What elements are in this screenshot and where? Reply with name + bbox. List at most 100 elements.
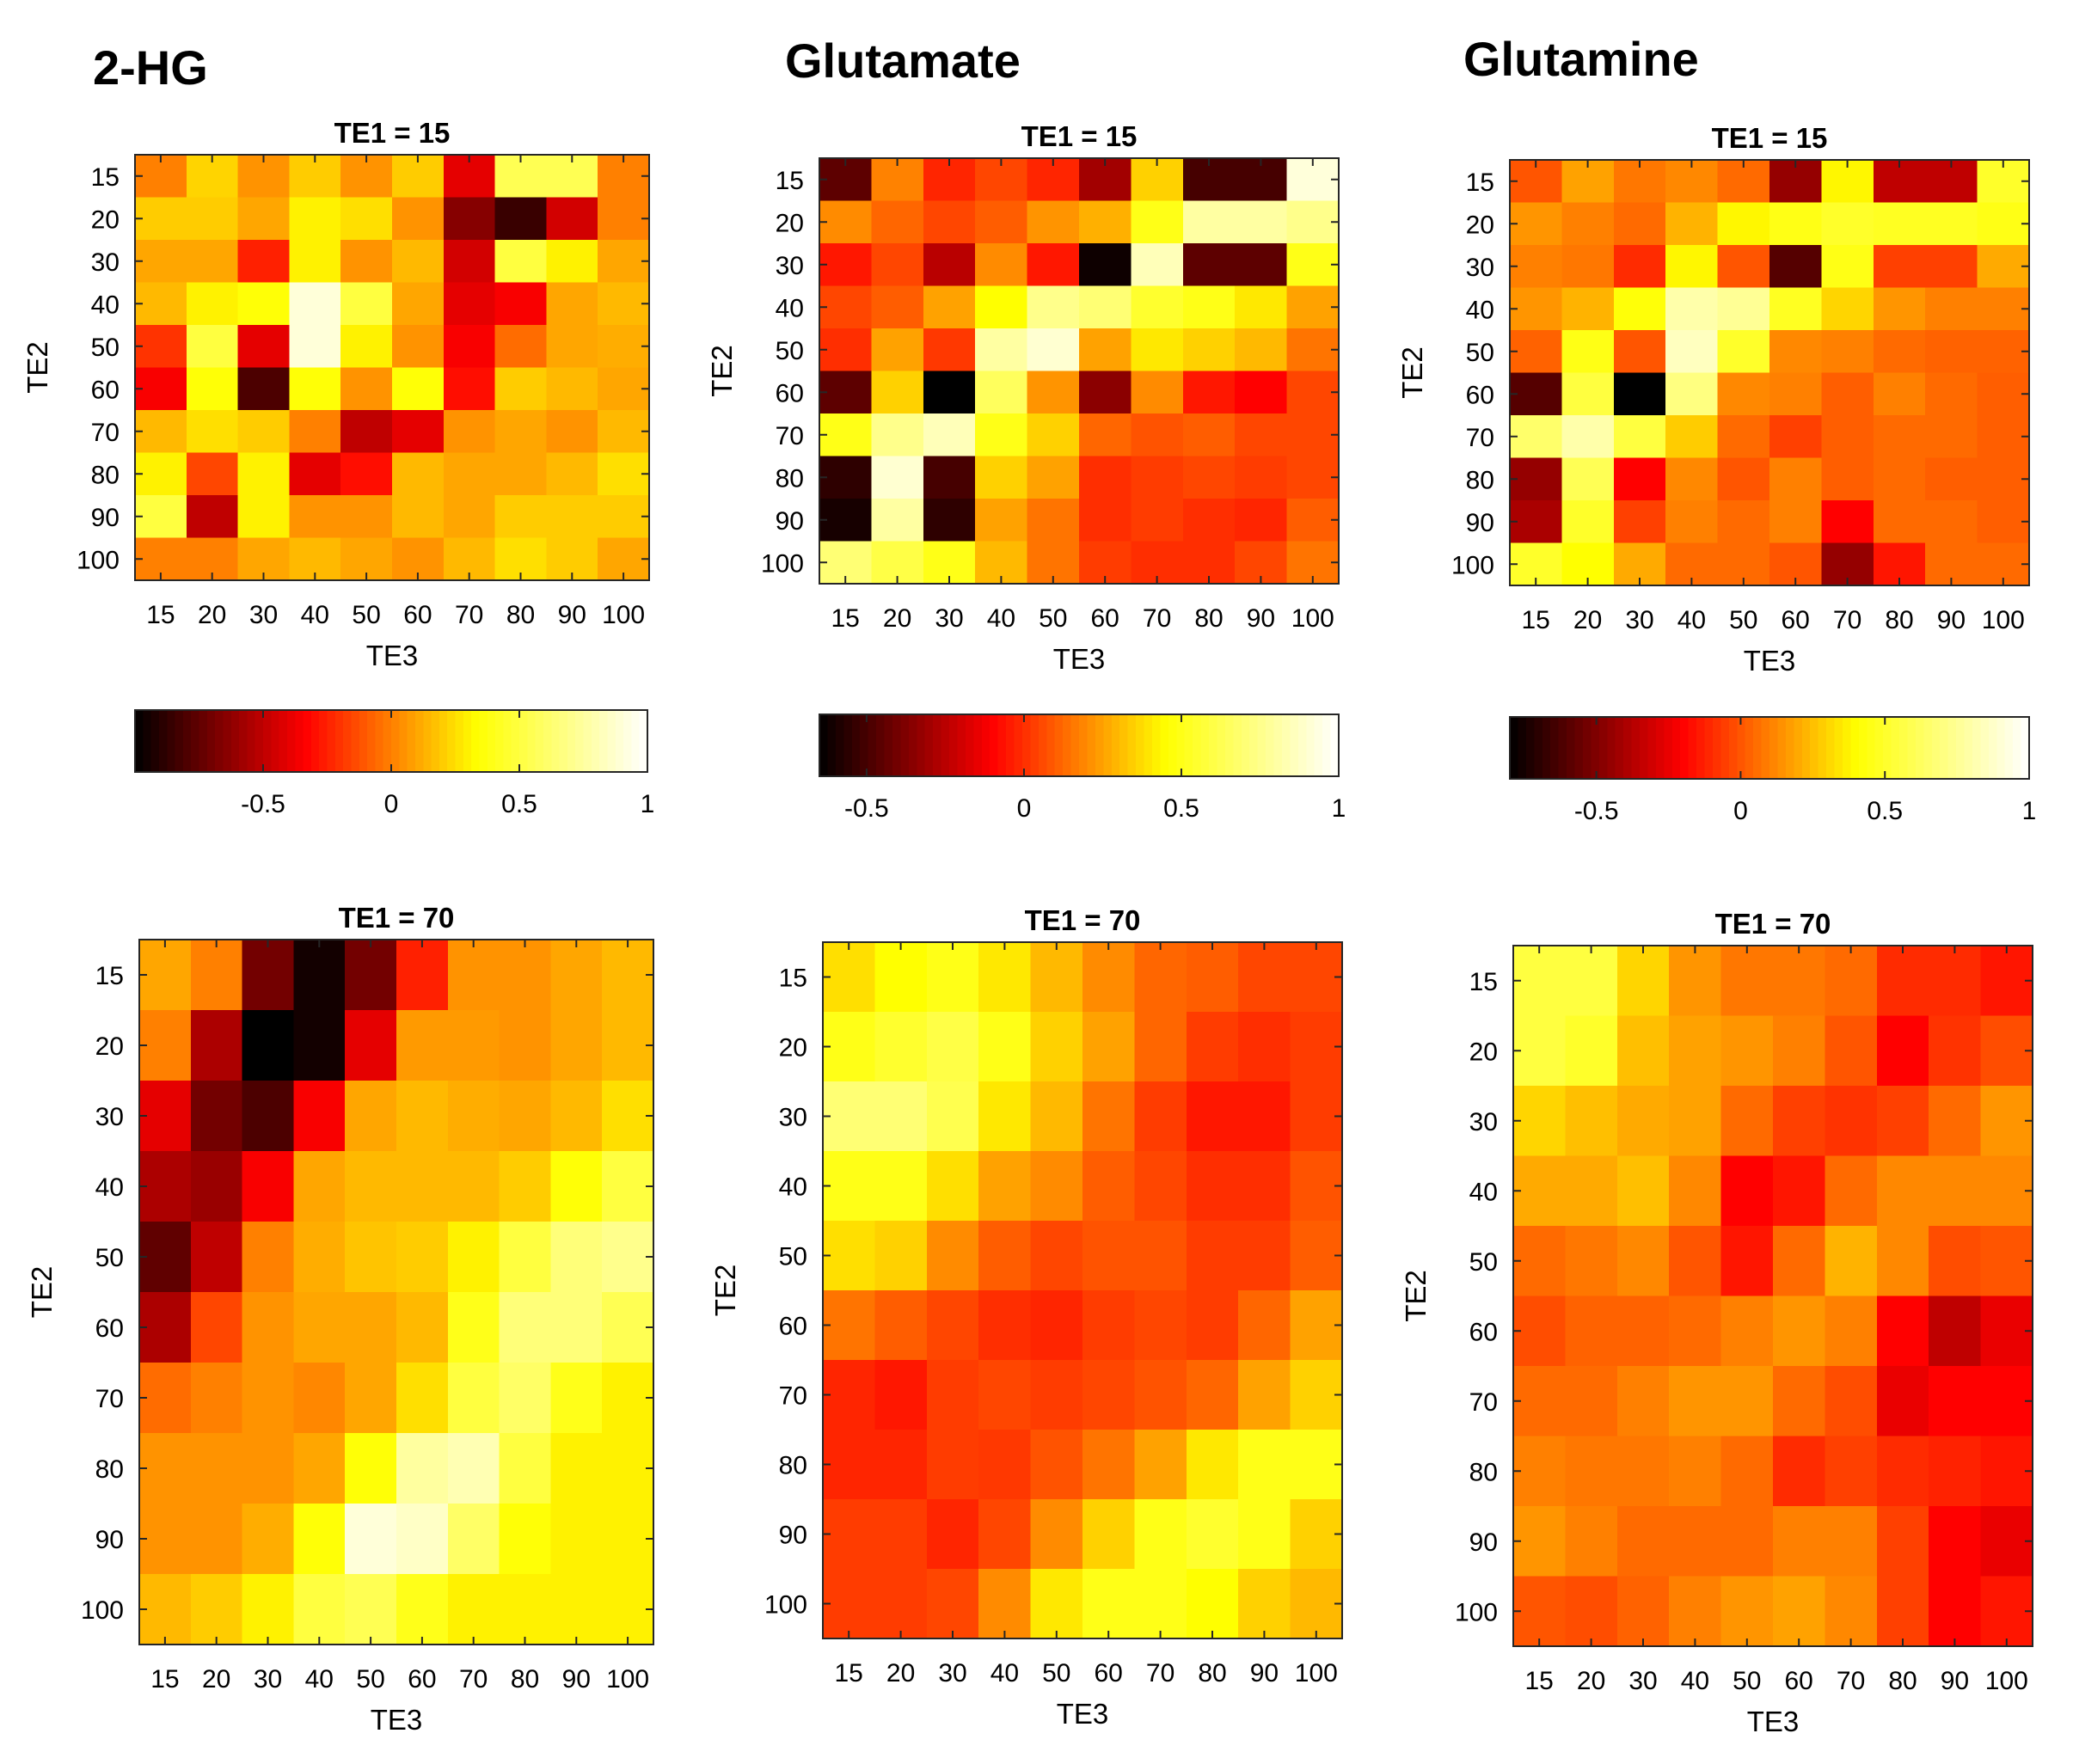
y-tick-label: 90 — [779, 1522, 807, 1550]
heatmap-cell — [1825, 1576, 1878, 1647]
heatmap-cell — [1235, 200, 1288, 244]
heatmap-cell — [1186, 1012, 1239, 1082]
colorbar-swatch — [1598, 717, 1608, 779]
colorbar-swatch — [1867, 717, 1876, 779]
colorbar-swatch — [843, 714, 853, 776]
y-tick-label: 70 — [1466, 424, 1494, 452]
heatmap-cell — [1561, 457, 1615, 501]
heatmap-cell — [1565, 1295, 1618, 1367]
heatmap-cell — [598, 367, 650, 411]
heatmap-cell — [1613, 287, 1666, 331]
heatmap-cell — [1030, 1430, 1083, 1500]
heatmap-cell — [1286, 456, 1340, 499]
y-tick-label: 80 — [91, 461, 120, 489]
plot-title: TE1 = 15 — [1021, 120, 1138, 152]
colorbar-swatch — [423, 710, 432, 772]
heatmap-cell — [135, 410, 187, 454]
x-tick-label: 40 — [305, 1665, 334, 1694]
colorbar-swatch — [623, 710, 632, 772]
heatmap-cell — [926, 1430, 979, 1500]
colorbar-swatch — [1006, 714, 1015, 776]
heatmap-cell — [1186, 1290, 1239, 1361]
y-tick-label: 15 — [1466, 168, 1494, 197]
heatmap-cell — [978, 1151, 1032, 1222]
heatmap-cell — [392, 410, 445, 454]
heatmap-cell — [1082, 1290, 1135, 1361]
x-tick-label: 80 — [1888, 1667, 1917, 1695]
x-tick-label: 70 — [1833, 606, 1861, 634]
x-tick-label: 50 — [356, 1665, 384, 1694]
y-tick-label: 20 — [91, 205, 120, 234]
heatmap-cell — [1825, 1155, 1878, 1227]
heatmap-cell — [1929, 1086, 1982, 1157]
colorbar-swatch — [1054, 714, 1064, 776]
colorbar-swatch — [559, 710, 568, 772]
colorbar-swatch — [1907, 717, 1917, 779]
colorbar-swatch — [407, 710, 416, 772]
heatmap-cell — [1873, 372, 1926, 416]
colorbar-swatch — [527, 710, 537, 772]
heatmap-cell — [190, 1363, 243, 1434]
heatmap-cell — [1717, 457, 1770, 501]
heatmap-cell — [1925, 415, 1978, 459]
x-tick-label: 30 — [249, 601, 278, 629]
heatmap-cell — [237, 282, 290, 326]
heatmap-cell — [1980, 1366, 2033, 1437]
x-tick-label: 50 — [352, 601, 380, 629]
heatmap-cell — [139, 1292, 192, 1363]
y-tick-label: 70 — [95, 1385, 124, 1413]
heatmap-cell — [1510, 372, 1562, 416]
x-tick-label: 40 — [991, 1659, 1019, 1687]
y-tick-label: 80 — [1466, 466, 1494, 494]
heatmap-cell — [819, 499, 872, 542]
heatmap-cell — [819, 413, 872, 457]
heatmap-cell — [1134, 1012, 1187, 1082]
heatmap-cell — [135, 197, 187, 241]
heatmap-cell — [1613, 202, 1666, 246]
colorbar-swatch — [150, 710, 160, 772]
colorbar-swatch — [868, 714, 877, 776]
x-tick-label: 30 — [254, 1665, 282, 1694]
heatmap-cell — [1825, 1366, 1878, 1437]
colorbar-swatch — [1184, 714, 1193, 776]
heatmap-cell — [1773, 1155, 1825, 1227]
heatmap-cell — [1720, 1295, 1774, 1367]
y-tick-label: 40 — [776, 294, 804, 322]
heatmap-cell — [1079, 413, 1132, 457]
heatmap-cell — [1773, 1015, 1825, 1087]
heatmap-cell — [1027, 243, 1080, 287]
heatmap-cell — [1876, 1576, 1929, 1647]
heatmap-cell — [1613, 330, 1666, 374]
heatmap-cell — [293, 1504, 346, 1575]
heatmap-cell — [1929, 1155, 1982, 1227]
x-tick-label: 20 — [1577, 1667, 1605, 1695]
colorbar-swatch — [583, 710, 592, 772]
heatmap-cell — [1238, 1012, 1291, 1082]
heatmap-cell — [1030, 1081, 1083, 1152]
x-tick-label: 100 — [1985, 1667, 2028, 1695]
heatmap-cell — [602, 940, 654, 1011]
y-tick-label: 40 — [91, 291, 120, 319]
heatmap-cell — [1925, 330, 1978, 374]
heatmap-cell — [1720, 1155, 1774, 1227]
colorbar-swatch — [1168, 714, 1177, 776]
colorbar-swatch — [1249, 714, 1259, 776]
heatmap-cell — [871, 328, 924, 372]
heatmap-cell — [1286, 200, 1340, 244]
x-axis-label: TE3 — [1747, 1706, 1800, 1737]
y-tick-label: 60 — [779, 1313, 807, 1341]
heatmap-cell — [186, 197, 239, 241]
colorbar-swatch — [447, 710, 457, 772]
heatmap-panel: TE1 = 70 15 20 30 40 50 60 70 80 90 100 15 20 30 40 50 6… — [709, 904, 1343, 1730]
heatmap-cell — [242, 1222, 294, 1293]
heatmap-cell — [1082, 1360, 1135, 1430]
heatmap-cell — [293, 1433, 346, 1504]
heatmap-cell — [494, 410, 547, 454]
heatmap-cell — [923, 285, 976, 329]
y-tick-label: 100 — [1455, 1598, 1498, 1626]
colorbar-tick-label: -0.5 — [241, 790, 285, 818]
x-tick-label: 20 — [202, 1665, 230, 1694]
heatmap-cell — [926, 1151, 979, 1222]
heatmap-cell — [1876, 1086, 1929, 1157]
colorbar-swatch — [1095, 714, 1104, 776]
